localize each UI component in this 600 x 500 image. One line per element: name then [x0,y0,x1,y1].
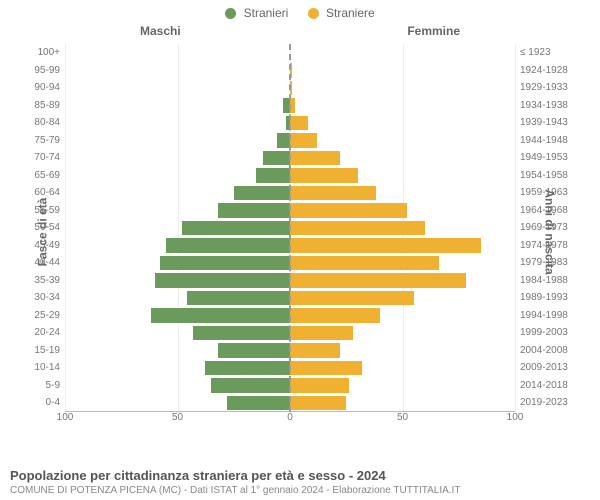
chart-subtitle: COMUNE DI POTENZA PICENA (MC) - Dati IST… [10,485,590,496]
male-bar [234,186,290,201]
male-bar [155,273,290,288]
age-label: 85-89 [20,97,60,115]
legend-female: Straniere [308,6,375,20]
birth-year-label: 1974-1978 [520,237,585,255]
female-bar [290,361,362,376]
age-label: 75-79 [20,132,60,150]
chart-area: Maschi Femmine Fasce di età Anni di nasc… [0,22,600,442]
birth-year-label: 1984-1988 [520,272,585,290]
age-label: 10-14 [20,359,60,377]
birth-year-label: 1994-1998 [520,307,585,325]
legend-female-label: Straniere [326,6,375,20]
chart-title: Popolazione per cittadinanza straniera p… [10,468,590,483]
male-bar [256,168,290,183]
age-label: 60-64 [20,184,60,202]
male-bar [151,308,291,323]
male-swatch [225,8,236,19]
female-swatch [308,8,319,19]
female-bar [290,378,349,393]
birth-year-label: 1944-1948 [520,132,585,150]
age-label: 55-59 [20,202,60,220]
birth-year-label: 1934-1938 [520,97,585,115]
female-bar [290,308,380,323]
age-label: 25-29 [20,307,60,325]
male-bar [193,326,290,341]
birth-year-label: 2014-2018 [520,377,585,395]
male-bar [187,291,291,306]
birth-year-label: 2009-2013 [520,359,585,377]
age-label: 45-49 [20,237,60,255]
male-bar [211,378,290,393]
birth-year-label: 1999-2003 [520,324,585,342]
age-label: 0-4 [20,394,60,412]
male-bar [263,151,290,166]
female-bar [290,343,340,358]
age-label: 15-19 [20,342,60,360]
age-label: 70-74 [20,149,60,167]
birth-year-label: 1939-1943 [520,114,585,132]
plot-area: 100+≤ 192395-991924-192890-941929-193385… [65,44,515,412]
age-label: 5-9 [20,377,60,395]
female-bar [290,238,481,253]
age-label: 90-94 [20,79,60,97]
age-label: 30-34 [20,289,60,307]
birth-year-label: 1979-1983 [520,254,585,272]
column-header-female: Femmine [407,24,460,38]
age-label: 35-39 [20,272,60,290]
x-tick: 50 [172,412,183,423]
birth-year-label: 1924-1928 [520,62,585,80]
birth-year-label: 2004-2008 [520,342,585,360]
birth-year-label: 1964-1968 [520,202,585,220]
center-axis [289,44,291,412]
x-tick: 50 [397,412,408,423]
male-bar [182,221,290,236]
birth-year-label: 1969-1973 [520,219,585,237]
male-bar [277,133,291,148]
female-bar [290,133,317,148]
chart-container: Stranieri Straniere Maschi Femmine Fasce… [0,0,600,500]
male-bar [218,343,290,358]
column-header-male: Maschi [140,24,181,38]
female-bar [290,221,425,236]
female-bar [290,203,407,218]
female-bar [290,326,353,341]
female-bar [290,186,376,201]
male-bar [160,256,291,271]
age-label: 50-54 [20,219,60,237]
female-bar [290,396,346,411]
birth-year-label: ≤ 1923 [520,44,585,62]
age-label: 65-69 [20,167,60,185]
female-bar [290,116,308,131]
male-bar [166,238,290,253]
age-label: 40-44 [20,254,60,272]
birth-year-label: 1989-1993 [520,289,585,307]
male-bar [205,361,291,376]
female-bar [290,151,340,166]
age-label: 80-84 [20,114,60,132]
male-bar [218,203,290,218]
male-bar [227,396,290,411]
female-bar [290,256,439,271]
female-bar [290,273,466,288]
age-label: 100+ [20,44,60,62]
female-bar [290,291,414,306]
x-axis: 10050050100 [65,412,515,432]
age-label: 95-99 [20,62,60,80]
legend-male: Stranieri [225,6,288,20]
x-tick: 0 [287,412,293,423]
birth-year-label: 1954-1958 [520,167,585,185]
birth-year-label: 2019-2023 [520,394,585,412]
legend-male-label: Stranieri [244,6,289,20]
x-tick: 100 [57,412,74,423]
birth-year-label: 1949-1953 [520,149,585,167]
legend: Stranieri Straniere [0,0,600,22]
x-tick: 100 [507,412,524,423]
female-bar [290,168,358,183]
birth-year-label: 1959-1963 [520,184,585,202]
birth-year-label: 1929-1933 [520,79,585,97]
age-label: 20-24 [20,324,60,342]
footer: Popolazione per cittadinanza straniera p… [10,468,590,496]
